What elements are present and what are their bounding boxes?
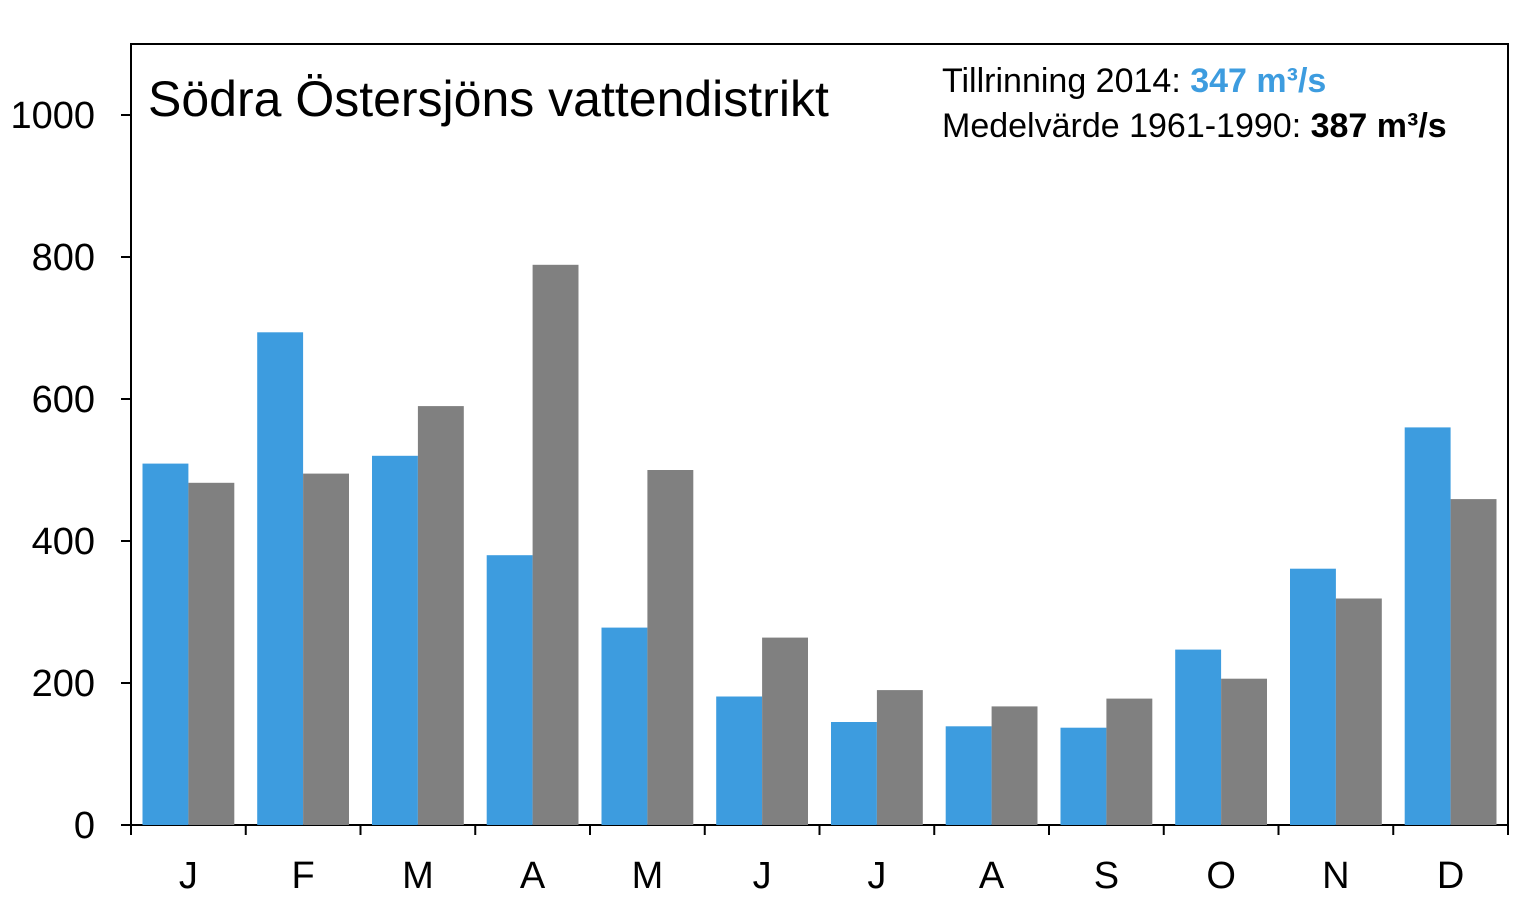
bar-series2-8 [991, 706, 1038, 825]
x-tick-label-6: J [753, 855, 772, 897]
x-tick-label-5: M [632, 855, 664, 897]
y-tick-label-5: 800 [32, 237, 95, 279]
annotation-mean-label: Medelvärde 1961-1990: [942, 107, 1311, 145]
x-tick-label-8: A [979, 855, 1005, 897]
bar-series2-4 [532, 264, 579, 825]
bar-series2-5 [647, 470, 694, 825]
x-tick-label-7: J [867, 855, 886, 897]
bar-series2-12 [1450, 499, 1497, 825]
bar-series2-11 [1335, 598, 1382, 825]
bar-series1-8 [945, 726, 992, 825]
annotation-line-2: Medelvärde 1961-1990: 387 m³/s [942, 107, 1447, 145]
annotation-inflow-value: 347 m³/s [1190, 62, 1326, 100]
y-tick-label-4: 600 [32, 379, 95, 421]
bar-series1-9 [1060, 727, 1107, 825]
bar-series1-2 [257, 332, 304, 825]
bar-series1-10 [1175, 649, 1222, 825]
bar-series1-3 [372, 455, 418, 825]
bar-series2-6 [762, 637, 808, 825]
bar-series2-1 [188, 482, 235, 825]
annotation-mean-value: 387 m³/s [1311, 107, 1447, 145]
bar-series1-12 [1404, 427, 1451, 825]
chart-title: Södra Östersjöns vattendistrikt [148, 71, 829, 127]
x-tick-label-1: J [179, 855, 198, 897]
x-tick-label-12: D [1437, 855, 1464, 897]
y-tick-label-3: 400 [32, 521, 95, 563]
bar-series1-11 [1290, 568, 1336, 825]
x-tick-label-9: S [1094, 855, 1119, 897]
bar-series2-7 [876, 690, 923, 825]
annotation-inflow-label: Tillrinning 2014: [942, 62, 1190, 100]
bar-series2-2 [303, 473, 349, 825]
bars-group [142, 264, 1497, 825]
bar-series2-3 [417, 406, 464, 825]
y-tick-label-2: 200 [32, 663, 95, 705]
bar-series1-4 [486, 555, 533, 825]
y-axis: 0 200 400 600 800 1000 [10, 95, 131, 847]
x-tick-label-3: M [402, 855, 434, 897]
bar-series1-7 [831, 722, 877, 825]
x-tick-label-2: F [291, 855, 314, 897]
x-tick-label-10: O [1206, 855, 1236, 897]
bar-series2-10 [1221, 678, 1267, 825]
bar-series1-5 [601, 627, 648, 825]
annotation-line-1: Tillrinning 2014: 347 m³/s [942, 62, 1326, 100]
bar-series1-1 [142, 463, 189, 825]
x-tick-label-11: N [1322, 855, 1349, 897]
bar-series2-9 [1106, 698, 1153, 825]
y-tick-label-1: 0 [74, 805, 95, 847]
bar-series1-6 [716, 696, 763, 825]
y-tick-label-6: 1000 [10, 95, 95, 137]
x-tick-label-4: A [520, 855, 546, 897]
